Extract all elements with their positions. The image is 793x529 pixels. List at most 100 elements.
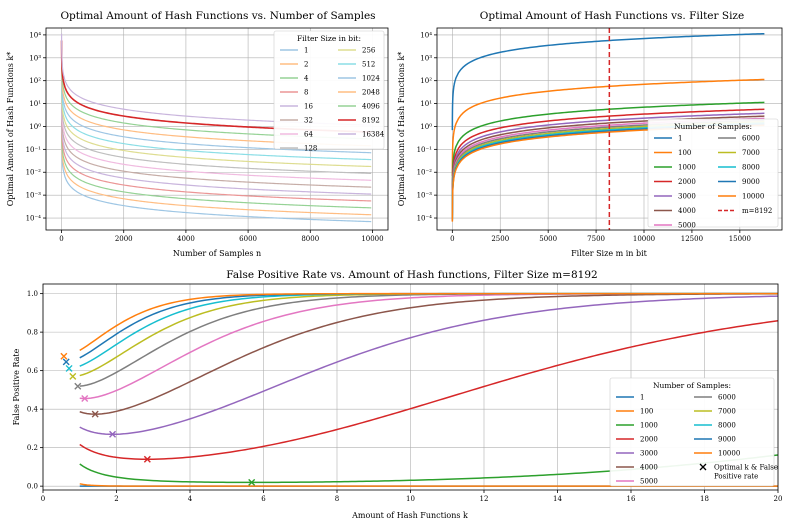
legend-label: 4000 <box>678 207 696 215</box>
x-tick-label: 2000 <box>115 235 133 243</box>
legend-label: 100 <box>678 149 691 157</box>
x-tick-label: 14 <box>553 495 562 503</box>
y-tick-label: 10³ <box>29 54 41 62</box>
series-line <box>60 95 372 188</box>
series-line <box>60 68 372 161</box>
x-tick-label: 7500 <box>587 235 605 243</box>
x-tick-label: 16 <box>627 495 636 503</box>
y-tick-label: 10¹ <box>420 100 432 108</box>
y-tick-label: 0.0 <box>27 483 38 491</box>
optimum-marker <box>60 352 68 360</box>
x-tick-label: 4 <box>188 495 193 503</box>
legend-label: 512 <box>362 61 375 69</box>
legend-label: 9000 <box>718 436 736 444</box>
legend-label: Optimal k & False Positive rate <box>714 464 778 481</box>
x-tick-label: 2 <box>114 495 118 503</box>
y-tick-label: 10⁰ <box>29 123 41 131</box>
chart-panel-filter-size: Optimal Amount of Hash Functions vs. Fil… <box>397 10 783 258</box>
y-tick-label: 10⁻¹ <box>417 146 433 154</box>
y-tick-label: 10¹ <box>29 100 41 108</box>
legend-label: 8 <box>304 89 308 97</box>
series-line <box>79 293 778 415</box>
legend-label: 128 <box>304 145 317 153</box>
y-axis-label: False Positive Rate <box>12 348 21 425</box>
plot-frame <box>45 27 389 231</box>
series-line <box>60 123 372 216</box>
legend-label: 2000 <box>640 436 658 444</box>
y-axis-label: Optimal Amount of Hash Functions k* <box>397 52 406 207</box>
series-line <box>60 81 372 174</box>
legend: Filter Size in bit: 1 2 4 8 16 32 64 128 256 512 10… <box>273 30 385 153</box>
legend-label: 6000 <box>742 135 760 143</box>
legend: Number of Samples: 1 100 1000 2000 3000 4000 50… <box>647 118 779 230</box>
legend-swatch <box>699 463 707 471</box>
optimum-marker <box>69 372 77 380</box>
legend: Number of Samples: 1 100 1000 2000 3000 4000 50… <box>609 377 778 487</box>
x-tick-label: 20 <box>774 495 783 503</box>
optimum-marker <box>65 364 73 372</box>
legend-label: 3000 <box>640 450 658 458</box>
x-tick-label: 10000 <box>633 235 655 243</box>
legend-box <box>273 30 385 150</box>
y-axis-label: Optimal Amount of Hash Functions k* <box>6 52 15 207</box>
x-tick-label: 0 <box>41 495 45 503</box>
x-tick-label: 0 <box>59 235 63 243</box>
series-line <box>79 295 778 436</box>
y-tick-label: 10⁻³ <box>26 192 42 200</box>
legend-title: Number of Samples: <box>674 122 752 131</box>
series-line <box>79 292 778 359</box>
series-line <box>79 292 778 352</box>
legend-label: 1000 <box>678 164 696 172</box>
legend-label: 8192 <box>362 117 380 125</box>
legend-label: 7000 <box>742 149 760 157</box>
x-tick-label: 2500 <box>491 235 509 243</box>
x-tick-label: 8 <box>335 495 339 503</box>
x-tick-label: 6 <box>261 495 266 503</box>
y-tick-label: 10⁻¹ <box>26 146 42 154</box>
legend-label: 2 <box>304 61 308 69</box>
optimum-marker <box>81 395 89 403</box>
x-tick-label: 6000 <box>239 235 257 243</box>
series-line <box>60 61 372 154</box>
series-line <box>60 130 372 223</box>
x-tick-label: 10 <box>406 495 415 503</box>
legend-title: Number of Samples: <box>653 381 731 390</box>
optimum-marker <box>62 358 70 366</box>
x-tick-label: 12 <box>480 495 489 503</box>
x-tick-label: 8000 <box>301 235 319 243</box>
series-line <box>451 78 765 176</box>
legend-label-line: Optimal k & False <box>714 464 778 472</box>
x-tick-label: 10000 <box>361 235 383 243</box>
y-tick-label: 10⁻³ <box>417 192 433 200</box>
series-line <box>451 101 765 199</box>
legend-box <box>609 377 775 487</box>
legend-label: 1 <box>304 47 308 55</box>
series-line <box>60 88 372 181</box>
x-axis-label: Amount of Hash Functions k <box>351 511 468 520</box>
chart-title: False Positive Rate vs. Amount of Hash f… <box>226 269 597 281</box>
x-tick-label: 15000 <box>729 235 751 243</box>
legend-label: 4000 <box>640 464 658 472</box>
chart-title: Optimal Amount of Hash Functions vs. Fil… <box>480 10 744 22</box>
legend-box <box>647 118 779 228</box>
y-tick-label: 10⁰ <box>420 123 432 131</box>
legend-label: 7000 <box>718 408 736 416</box>
x-tick-label: 5000 <box>539 235 557 243</box>
optimum-marker <box>109 430 117 438</box>
legend-label: 3000 <box>678 193 696 201</box>
legend-label: 5000 <box>678 222 696 230</box>
y-tick-label: 10⁻⁴ <box>417 215 433 223</box>
y-tick-label: 10² <box>420 77 432 85</box>
y-tick-label: 0.2 <box>27 444 38 452</box>
series-line <box>60 74 372 168</box>
y-tick-label: 0.6 <box>27 367 39 375</box>
legend-label: 2000 <box>678 178 696 186</box>
legend-label: 1000 <box>640 422 658 430</box>
x-axis-label: Number of Samples n <box>173 249 261 258</box>
plot-frame <box>436 27 783 231</box>
optimum-marker <box>91 410 99 418</box>
x-tick-label: 4000 <box>177 235 195 243</box>
series-line <box>60 109 372 202</box>
y-tick-label: 10⁻⁴ <box>26 215 42 223</box>
